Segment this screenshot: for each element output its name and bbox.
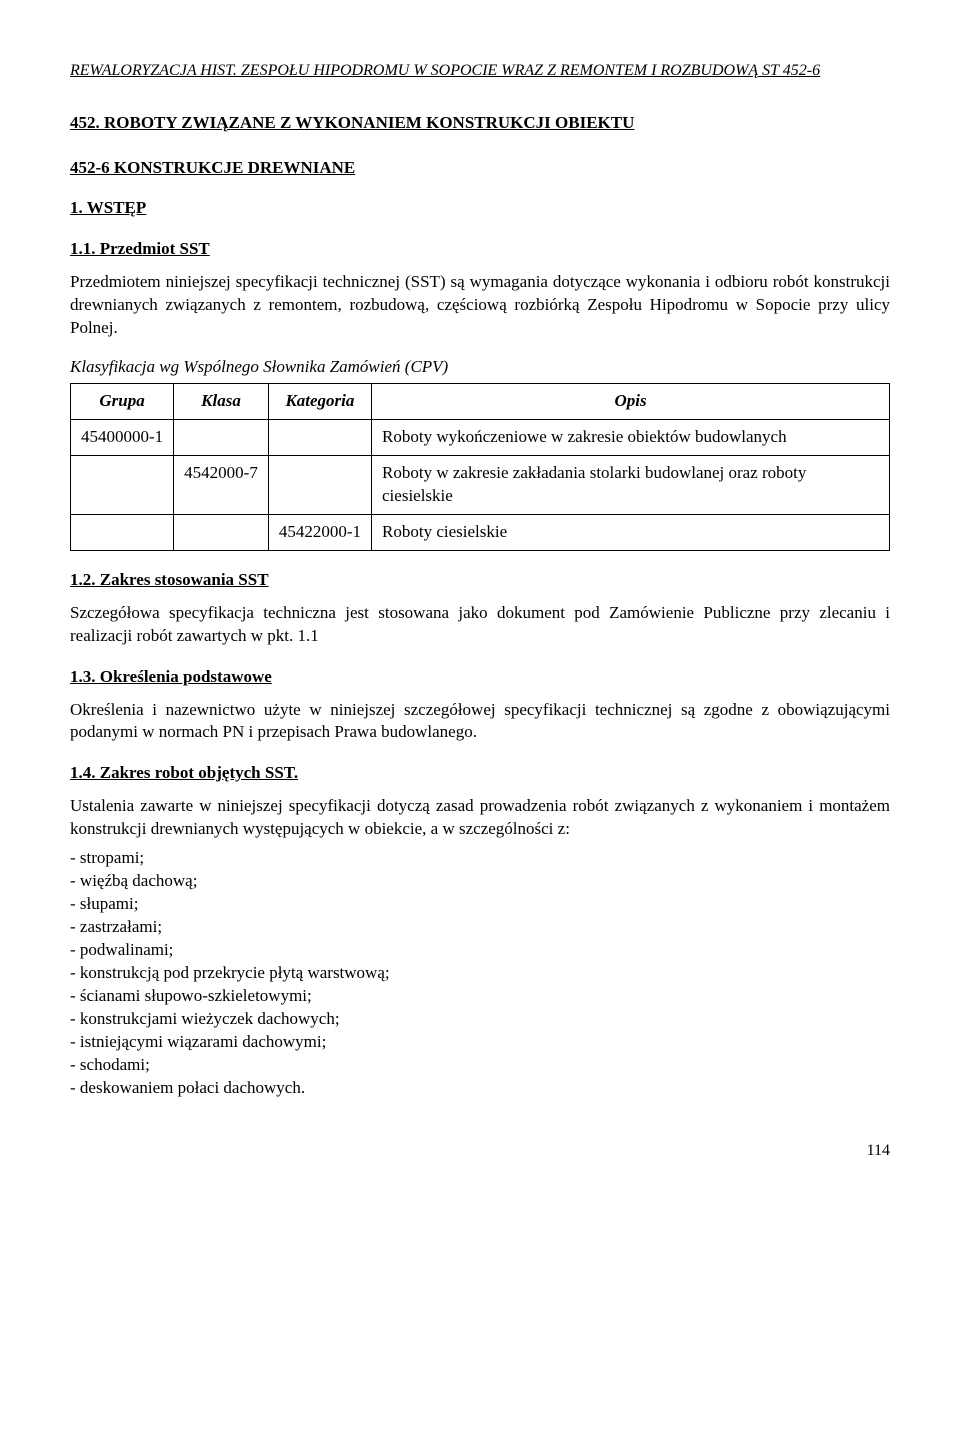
table-row: 45422000-1 Roboty ciesielskie [71, 514, 890, 550]
body-1-2: Szczegółowa specyfikacja techniczna jest… [70, 602, 890, 648]
table-row: 4542000-7 Roboty w zakresie zakładania s… [71, 455, 890, 514]
cell-grupa [71, 514, 174, 550]
cpv-col-opis: Opis [372, 384, 890, 420]
cell-klasa [174, 514, 269, 550]
list-item: słupami; [70, 893, 890, 916]
list-1-4: stropami; więźbą dachową; słupami; zastr… [70, 847, 890, 1099]
body-1-1: Przedmiotem niniejszej specyfikacji tech… [70, 271, 890, 340]
cell-opis: Roboty w zakresie zakładania stolarki bu… [372, 455, 890, 514]
cpv-caption: Klasyfikacja wg Wspólnego Słownika Zamów… [70, 356, 890, 379]
cpv-col-klasa: Klasa [174, 384, 269, 420]
heading-1-3: 1.3. Określenia podstawowe [70, 666, 890, 689]
page-number: 114 [70, 1140, 890, 1162]
list-item: istniejącymi wiązarami dachowymi; [70, 1031, 890, 1054]
cell-kategoria: 45422000-1 [268, 514, 371, 550]
title-main: 452. ROBOTY ZWIĄZANE Z WYKONANIEM KONSTR… [70, 112, 890, 135]
body-1-4-intro: Ustalenia zawarte w niniejszej specyfika… [70, 795, 890, 841]
cell-opis: Roboty wykończeniowe w zakresie obiektów… [372, 420, 890, 456]
heading-1-2: 1.2. Zakres stosowania SST [70, 569, 890, 592]
cell-klasa [174, 420, 269, 456]
list-item: więźbą dachową; [70, 870, 890, 893]
heading-1-4: 1.4. Zakres robot objętych SST. [70, 762, 890, 785]
cpv-col-grupa: Grupa [71, 384, 174, 420]
list-item: stropami; [70, 847, 890, 870]
heading-1-1: 1.1. Przedmiot SST [70, 238, 890, 261]
cell-opis: Roboty ciesielskie [372, 514, 890, 550]
list-item: schodami; [70, 1054, 890, 1077]
cell-kategoria [268, 455, 371, 514]
list-item: podwalinami; [70, 939, 890, 962]
cpv-header-row: Grupa Klasa Kategoria Opis [71, 384, 890, 420]
cell-klasa: 4542000-7 [174, 455, 269, 514]
cell-grupa [71, 455, 174, 514]
cpv-table: Grupa Klasa Kategoria Opis 45400000-1 Ro… [70, 383, 890, 551]
table-row: 45400000-1 Roboty wykończeniowe w zakres… [71, 420, 890, 456]
cell-grupa: 45400000-1 [71, 420, 174, 456]
title-sub: 452-6 KONSTRUKCJE DREWNIANE [70, 157, 890, 180]
list-item: konstrukcją pod przekrycie płytą warstwo… [70, 962, 890, 985]
cell-kategoria [268, 420, 371, 456]
list-item: zastrzałami; [70, 916, 890, 939]
list-item: ścianami słupowo-szkieletowymi; [70, 985, 890, 1008]
cpv-col-kategoria: Kategoria [268, 384, 371, 420]
running-header: REWALORYZACJA HIST. ZESPOŁU HIPODROMU W … [70, 60, 890, 82]
list-item: konstrukcjami wieżyczek dachowych; [70, 1008, 890, 1031]
list-item: deskowaniem połaci dachowych. [70, 1077, 890, 1100]
body-1-3: Określenia i nazewnictwo użyte w niniejs… [70, 699, 890, 745]
heading-1: 1. WSTĘP [70, 197, 890, 220]
